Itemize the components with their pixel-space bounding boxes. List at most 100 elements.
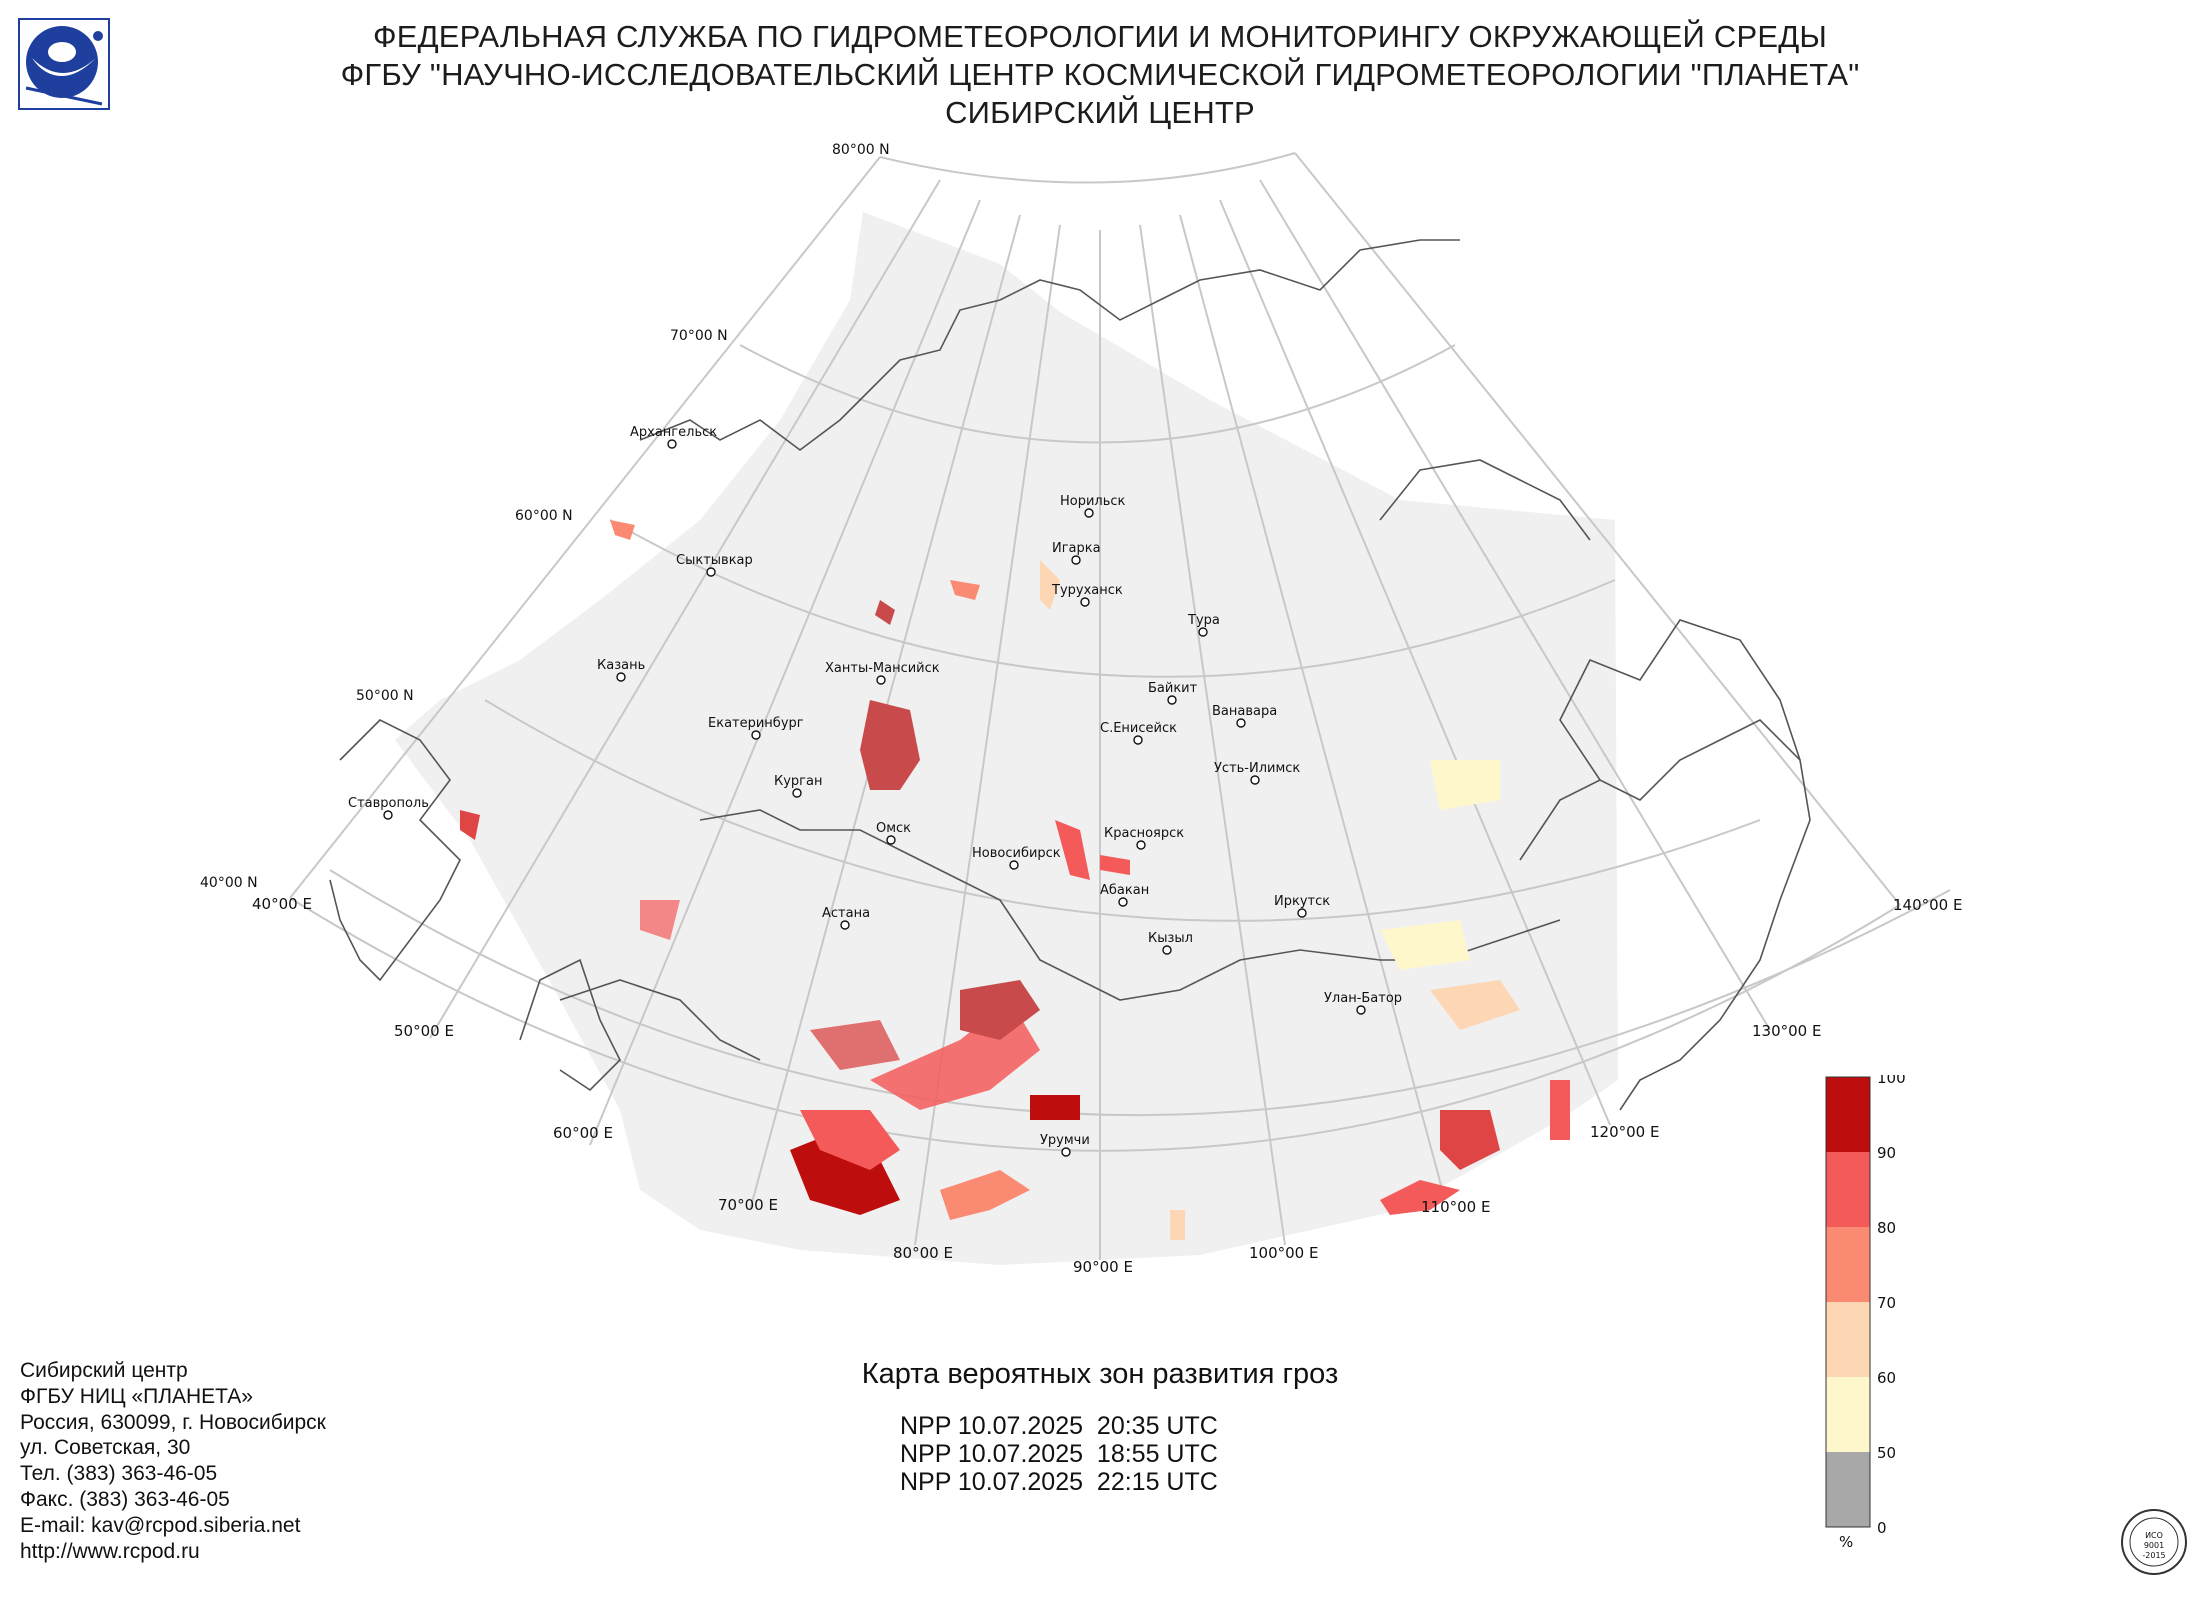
legend-swatch-60-70 [1826, 1302, 1870, 1377]
legend-tick: 100 [1877, 1075, 1906, 1087]
patch [790, 1130, 900, 1215]
city-ulan-bator: Улан-Батор [1324, 991, 1402, 1015]
city-abakan: Абакан [1100, 883, 1149, 907]
lat-label: 80°00 N [832, 142, 890, 158]
contact-email-link[interactable]: E-mail: kav@rcpod.siberia.net [20, 1513, 301, 1537]
patch [610, 520, 635, 540]
patch [1550, 1080, 1570, 1140]
legend-swatch-70-80 [1826, 1227, 1870, 1302]
patch [800, 1110, 900, 1170]
lon-label: 50°00 E [394, 1022, 454, 1040]
legend-tick: 70 [1877, 1294, 1896, 1312]
header-line-3: СИБИРСКИЙ ЦЕНТР [945, 95, 1255, 130]
lon-label: 130°00 E [1752, 1022, 1821, 1040]
patch [1430, 980, 1520, 1030]
patch [1440, 1110, 1500, 1170]
city-igarka: Игарка [1052, 541, 1101, 565]
svg-text:Екатеринбург: Екатеринбург [708, 716, 804, 731]
probability-legend: 100 90 80 70 60 50 0 % [1825, 1069, 1945, 1555]
patch [940, 1170, 1030, 1220]
pass-line: NPP 10.07.2025 22:15 UTC [900, 1468, 1218, 1496]
patch [1055, 820, 1090, 880]
legend-unit: % [1839, 1533, 1853, 1551]
svg-text:Урумчи: Урумчи [1040, 1133, 1090, 1148]
patch [1040, 560, 1060, 610]
city-kurgan: Курган [774, 774, 822, 798]
city-khanty-mansiysk: Ханты-Мансийск [825, 661, 940, 685]
city-ekaterinburg: Екатеринбург [708, 716, 804, 740]
legend-swatch-90-100 [1826, 1077, 1870, 1152]
lon-label: 80°00 E [893, 1244, 953, 1262]
page-header: ФЕДЕРАЛЬНАЯ СЛУЖБА ПО ГИДРОМЕТЕОРОЛОГИИ … [0, 18, 2200, 132]
iso-certification-icon: ИСО 9001 -2015 [2118, 1502, 2190, 1582]
patch [1030, 1095, 1080, 1120]
contact-street: ул. Советская, 30 [20, 1436, 191, 1460]
svg-text:Кызыл: Кызыл [1148, 931, 1193, 946]
legend-swatch-0-50 [1826, 1452, 1870, 1527]
legend-tick: 80 [1877, 1219, 1896, 1237]
lat-label: 60°00 N [515, 508, 573, 524]
patch [950, 580, 980, 600]
svg-text:Ставрополь: Ставрополь [348, 796, 429, 811]
patch [460, 810, 480, 840]
svg-text:Норильск: Норильск [1060, 494, 1126, 509]
land-area [395, 212, 1618, 1265]
svg-text:Архангельск: Архангельск [630, 425, 717, 440]
svg-text:Абакан: Абакан [1100, 883, 1149, 898]
legend-tick: 50 [1877, 1444, 1896, 1462]
satellite-passes: NPP 10.07.2025 20:35 UTC NPP 10.07.2025 … [900, 1412, 1300, 1496]
map-title: Карта вероятных зон развития гроз [861, 1358, 1339, 1390]
svg-text:-2015: -2015 [2142, 1551, 2165, 1560]
lat-label: 40°00 N [200, 875, 258, 891]
patch [875, 600, 895, 625]
legend-tick: 90 [1877, 1144, 1896, 1162]
header-line-1: ФЕДЕРАЛЬНАЯ СЛУЖБА ПО ГИДРОМЕТЕОРОЛОГИИ … [372, 19, 1828, 54]
patch [1380, 920, 1470, 970]
legend-tick: 0 [1877, 1519, 1887, 1537]
pass-line: NPP 10.07.2025 20:35 UTC [900, 1412, 1218, 1440]
svg-text:Астана: Астана [822, 906, 870, 921]
svg-text:Ханты-Мансийск: Ханты-Мансийск [825, 661, 940, 676]
lon-label: 40°00 E [252, 895, 312, 913]
patch [810, 1020, 900, 1070]
latitude-labels: 80°00 N 70°00 N 60°00 N 50°00 N 40°00 N [200, 142, 890, 891]
city-s-yeniseysk: С.Енисейск [1100, 721, 1177, 745]
svg-text:Иркутск: Иркутск [1274, 894, 1330, 909]
city-urumqi: Урумчи [1040, 1133, 1090, 1157]
lon-label: 120°00 E [1590, 1123, 1659, 1141]
legend-swatch-50-60 [1826, 1377, 1870, 1452]
svg-text:Омск: Омск [876, 821, 911, 836]
svg-text:Усть-Илимск: Усть-Илимск [1214, 761, 1300, 776]
city-vanavara: Ванавара [1212, 704, 1277, 728]
pass-line: NPP 10.07.2025 18:55 UTC [900, 1440, 1218, 1468]
lon-label: 70°00 E [718, 1196, 778, 1214]
longitude-labels: 40°00 E 50°00 E 60°00 E 70°00 E 80°00 E … [252, 895, 1962, 1276]
svg-text:ИСО: ИСО [2145, 1531, 2163, 1540]
city-stavropol: Ставрополь [348, 796, 429, 820]
city-syktyvkar: Сыктывкар [676, 553, 753, 577]
city-astana: Астана [822, 906, 870, 930]
lon-label: 90°00 E [1073, 1258, 1133, 1276]
patch [1170, 1210, 1185, 1240]
city-irkutsk: Иркутск [1274, 894, 1330, 918]
contact-fax: Факс. (383) 363-46-05 [20, 1487, 230, 1511]
legend-swatch-80-90 [1826, 1152, 1870, 1227]
contact-website-link[interactable]: http://www.rcpod.ru [20, 1539, 200, 1563]
contact-phone: Тел. (383) 363-46-05 [20, 1462, 218, 1486]
legend-tick: 60 [1877, 1369, 1896, 1387]
svg-text:Улан-Батор: Улан-Батор [1324, 991, 1402, 1006]
patch [640, 900, 680, 940]
city-novosibirsk: Новосибирск [972, 846, 1061, 870]
contact-org-full: ФГБУ НИЦ «ПЛАНЕТА» [20, 1384, 253, 1408]
city-turukhansk: Туруханск [1051, 583, 1123, 607]
city-arkhangelsk: Архангельск [630, 425, 717, 449]
patch [960, 980, 1040, 1040]
patch [1430, 760, 1500, 810]
patch [1100, 855, 1130, 875]
svg-text:Новосибирск: Новосибирск [972, 846, 1061, 861]
svg-text:Сыктывкар: Сыктывкар [676, 553, 753, 568]
cities: Архангельск Сыктывкар Казань Екатеринбур… [348, 425, 1402, 1157]
lon-label: 110°00 E [1421, 1198, 1490, 1216]
contact-address: Россия, 630099, г. Новосибирск [20, 1410, 326, 1434]
